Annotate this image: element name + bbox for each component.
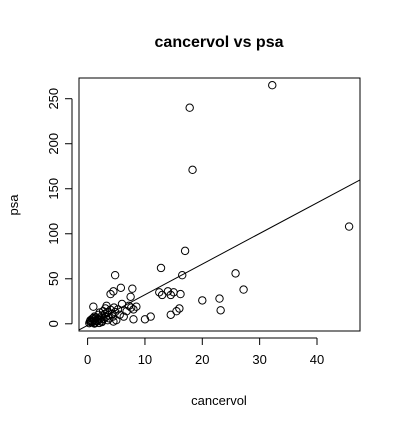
y-tick-label: 0 <box>46 320 61 327</box>
data-point <box>97 317 107 327</box>
data-point <box>176 289 185 299</box>
data-point <box>116 283 126 292</box>
data-point <box>89 302 98 311</box>
data-point <box>268 81 277 90</box>
data-point <box>239 285 248 294</box>
data-point <box>156 263 166 273</box>
data-point <box>113 305 123 314</box>
y-tick-label: 250 <box>46 88 61 110</box>
plot-frame <box>78 77 361 332</box>
data-point <box>129 305 138 314</box>
x-tick-label: 40 <box>310 352 324 367</box>
x-tick-label: 30 <box>252 352 266 367</box>
x-tick-label: 20 <box>195 352 209 367</box>
data-point <box>155 288 164 297</box>
data-point <box>109 287 118 296</box>
x-tick-label: 0 <box>84 352 91 367</box>
data-point <box>166 290 175 300</box>
data-point <box>185 103 194 112</box>
y-tick-label: 200 <box>46 133 61 155</box>
x-axis-label: cancervol <box>191 393 247 408</box>
y-axis-label: psa <box>6 194 21 216</box>
data-point <box>103 315 112 325</box>
x-axis: 0 10 20 30 40 <box>84 337 324 367</box>
y-tick-label: 50 <box>46 272 61 286</box>
data-point <box>110 270 120 280</box>
data-point <box>126 303 136 312</box>
y-tick-label: 150 <box>46 178 61 200</box>
data-point <box>146 312 155 321</box>
y-tick-label: 100 <box>46 223 61 245</box>
data-point <box>109 317 118 326</box>
data-point <box>115 310 124 319</box>
data-point <box>128 284 137 293</box>
data-point <box>172 306 181 316</box>
chart-title: cancervol vs psa <box>155 34 284 51</box>
y-axis: 0 50 100 150 200 250 <box>46 88 73 327</box>
data-point <box>110 307 120 317</box>
data-point <box>109 303 119 312</box>
data-point <box>231 269 240 278</box>
data-point <box>198 296 207 305</box>
data-point <box>180 246 190 256</box>
data-point <box>106 289 115 299</box>
data-point <box>216 306 225 315</box>
data-point <box>344 222 354 231</box>
data-point <box>175 304 184 313</box>
data-point <box>119 312 128 321</box>
data-point <box>178 270 187 280</box>
data-point <box>215 294 224 303</box>
data-point <box>129 315 138 324</box>
data-point <box>188 165 197 175</box>
data-points <box>85 81 354 328</box>
data-point <box>126 292 135 301</box>
x-tick-label: 10 <box>138 352 152 367</box>
data-point <box>132 302 141 311</box>
